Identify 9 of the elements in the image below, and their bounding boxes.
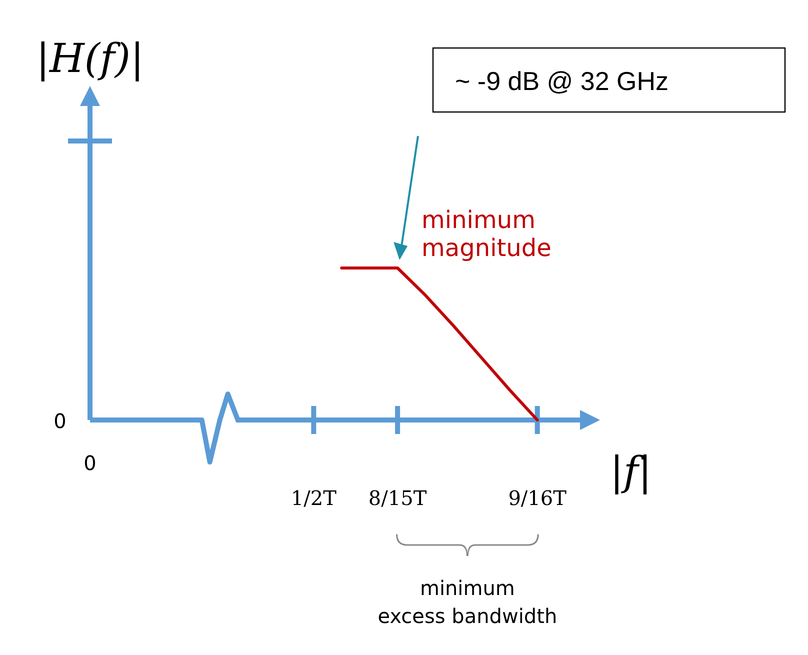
x-tick-label: 1/2T [290, 486, 338, 510]
x-tick-label: 9/16T [508, 486, 568, 510]
text: ~ -9 dB @ 32 GHz [455, 66, 669, 96]
text: minimum excess bandwidth [378, 576, 558, 628]
text: 0 [54, 409, 66, 433]
x-axis-title: |f| [610, 449, 652, 495]
y-axis-title: |H(f)| [36, 36, 144, 82]
series-label: minimum magnitude [422, 206, 552, 262]
x-tick-label: 8/15T [368, 486, 428, 510]
